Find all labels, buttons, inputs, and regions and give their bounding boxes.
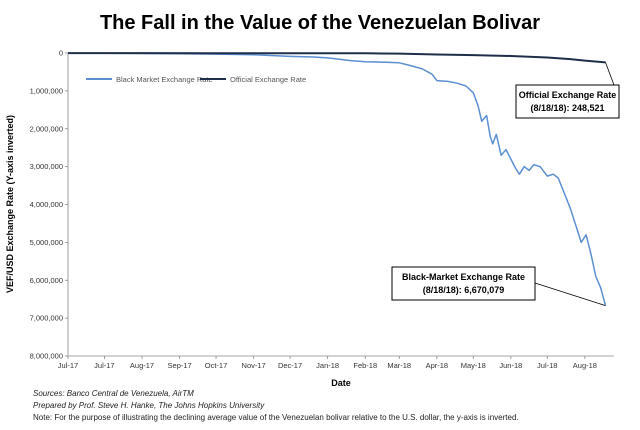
x-tick-label: Jul-17 [94,361,114,370]
callout-official-line-1: Official Exchange Rate [519,90,617,100]
y-tick-label: 1,000,000 [30,86,63,95]
callout-black-market-line-2: (8/18/18): 6,670,079 [423,285,505,295]
y-tick-label: 8,000,000 [30,352,63,361]
callout-black-market-leader [534,282,606,307]
y-tick-label: 5,000,000 [30,238,63,247]
footer-note: Note: For the purpose of illustrating th… [33,413,519,422]
x-tick-label: Jan-18 [316,361,339,370]
y-tick-label: 6,000,000 [30,276,63,285]
x-tick-label: Apr-18 [426,361,449,370]
y-tick-labels: 0 1,000,000 2,000,000 3,000,000 4,000,000 5,0… [30,49,68,361]
x-tick-label: Dec-17 [278,361,302,370]
chart-title: The Fall in the Value of the Venezuelan … [100,12,540,34]
y-tick-label: 3,000,000 [30,162,63,171]
callout-black-market-rate: Black-Market Exchange Rate (8/18/18): 6,… [391,266,606,307]
y-tick-label: 0 [59,49,63,58]
x-tick-label: Aug-17 [130,361,154,370]
x-tick-labels: Jul-17 Jul-17 Aug-17 Sep-17 Oct-17 Nov-17 Dec-… [58,356,597,370]
callout-official-box [515,84,620,119]
x-tick-label: Jul-17 [58,361,78,370]
x-tick-label: Feb-18 [353,361,377,370]
callout-black-market-line-1: Black-Market Exchange Rate [402,272,525,282]
callout-official-leader [605,62,615,86]
x-tick-label: Jul-18 [537,361,557,370]
callout-official-line-2: (8/18/18): 248,521 [530,103,604,113]
footer-sources: Sources: Banco Central de Venezuela, Air… [33,389,194,398]
series-black-market-line [68,52,607,306]
callout-official-rate: Official Exchange Rate (8/18/18): 248,52… [515,62,620,119]
y-tick-label: 7,000,000 [30,314,63,323]
legend-label-black-market: Black Market Exchange Rate [116,75,213,84]
series-official-line [68,52,606,64]
y-tick-label: 2,000,000 [30,124,63,133]
callout-black-market-box [391,266,536,301]
x-tick-label: Sep-17 [168,361,192,370]
y-tick-label: 4,000,000 [30,200,63,209]
series-layer [68,52,607,306]
x-tick-label: Mar-18 [387,361,411,370]
x-tick-label: Aug-18 [573,361,597,370]
x-tick-label: Oct-17 [205,361,228,370]
legend-label-official: Official Exchange Rate [230,75,306,84]
x-tick-label: May-18 [461,361,486,370]
legend: Black Market Exchange Rate Official Exch… [86,75,306,84]
x-tick-label: Nov-17 [242,361,266,370]
x-axis-title: Date [331,378,351,388]
x-tick-label: Jun-18 [499,361,522,370]
y-axis-title: VEF/USD Exchange Rate (Y-axis inverted) [5,115,15,293]
footer-prepared-by: Prepared by Prof. Steve H. Hanke, The Jo… [33,401,265,410]
